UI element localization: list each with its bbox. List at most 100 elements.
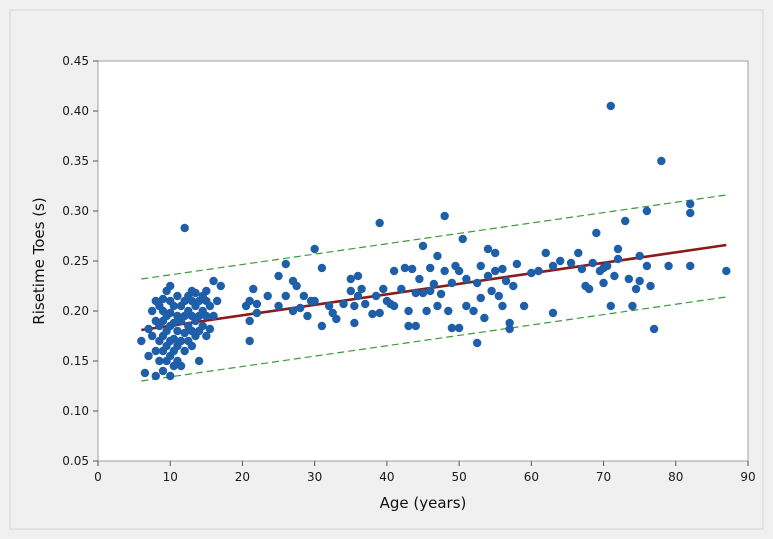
data-point <box>187 341 197 351</box>
data-point <box>310 244 319 254</box>
data-point <box>303 311 312 321</box>
data-point <box>158 294 168 304</box>
data-point <box>469 306 478 316</box>
data-point <box>422 306 431 316</box>
data-point <box>324 301 334 311</box>
data-point <box>191 288 200 298</box>
data-point <box>169 318 179 328</box>
data-point <box>281 259 290 269</box>
data-point <box>686 199 695 209</box>
data-point <box>379 284 388 294</box>
data-point <box>147 331 157 341</box>
data-point <box>202 311 211 321</box>
x-tick-label: 80 <box>668 470 683 484</box>
data-point <box>418 241 428 251</box>
data-point <box>281 291 290 301</box>
data-point <box>274 271 283 281</box>
data-point <box>602 261 612 271</box>
data-point <box>501 276 511 286</box>
x-axis-title: Age (years) <box>380 494 467 512</box>
data-point <box>462 301 471 311</box>
data-point <box>173 291 182 301</box>
x-tick-label: 30 <box>307 470 322 484</box>
data-point <box>252 308 262 318</box>
data-point <box>375 218 384 228</box>
data-point <box>613 254 623 264</box>
data-point <box>588 258 597 268</box>
data-point <box>433 251 442 261</box>
data-point <box>245 336 254 346</box>
data-point <box>462 274 471 284</box>
data-point <box>722 266 731 276</box>
data-point <box>657 156 666 166</box>
data-point <box>317 263 327 273</box>
data-point <box>548 308 558 318</box>
data-point <box>166 281 175 291</box>
data-point <box>440 266 449 276</box>
data-point <box>418 288 428 298</box>
data-point <box>556 256 565 266</box>
data-point <box>353 271 363 281</box>
data-point <box>642 206 652 216</box>
data-point <box>205 301 215 311</box>
data-point <box>433 301 442 311</box>
data-point <box>436 289 446 299</box>
data-point <box>147 306 157 316</box>
data-point <box>541 248 550 258</box>
data-point <box>505 324 514 334</box>
data-point <box>249 284 258 294</box>
data-point <box>505 318 514 328</box>
data-point <box>292 281 301 291</box>
data-point <box>606 301 615 311</box>
data-point <box>599 278 608 288</box>
data-point <box>494 291 504 301</box>
data-point <box>397 284 406 294</box>
data-point <box>444 306 453 316</box>
data-point <box>371 291 381 301</box>
data-point <box>137 336 146 346</box>
data-point <box>642 261 652 271</box>
data-point <box>426 286 435 296</box>
x-tick-label: 90 <box>740 470 755 484</box>
data-point <box>274 301 283 311</box>
data-point <box>180 328 189 338</box>
data-point <box>389 266 399 276</box>
data-point <box>245 316 254 326</box>
data-point <box>454 323 464 333</box>
data-point <box>407 264 417 274</box>
data-point <box>476 261 485 271</box>
data-point <box>198 321 207 331</box>
data-point <box>491 266 500 276</box>
data-point <box>202 331 211 341</box>
data-point <box>375 308 384 318</box>
data-point <box>144 351 153 361</box>
data-point <box>476 293 485 303</box>
data-point <box>440 211 449 221</box>
data-point <box>194 356 204 366</box>
x-tick-label: 0 <box>94 470 102 484</box>
data-point <box>296 303 305 313</box>
data-point <box>205 324 215 334</box>
data-point <box>180 346 189 356</box>
data-point <box>566 258 576 268</box>
data-point <box>151 346 160 356</box>
data-point <box>491 248 500 258</box>
y-tick-label: 0.30 <box>62 204 89 218</box>
data-point <box>624 274 634 284</box>
data-point <box>649 324 659 334</box>
data-point <box>350 301 359 311</box>
data-point <box>361 299 370 309</box>
y-tick-label: 0.15 <box>62 354 89 368</box>
data-point <box>368 309 377 319</box>
data-point <box>458 234 467 244</box>
data-point <box>574 248 583 258</box>
data-point <box>426 263 435 273</box>
x-tick-label: 70 <box>596 470 611 484</box>
data-point <box>339 299 348 309</box>
y-tick-label: 0.20 <box>62 304 89 318</box>
data-point <box>483 271 493 281</box>
data-point <box>317 321 327 331</box>
data-point <box>140 368 150 378</box>
